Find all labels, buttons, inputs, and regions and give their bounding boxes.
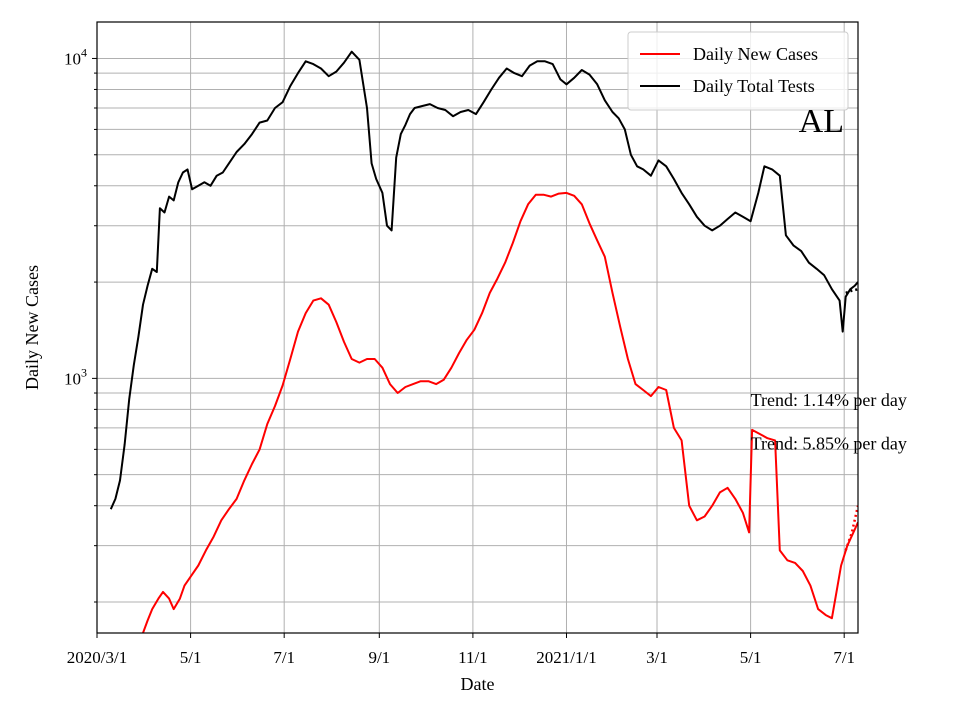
y-tick-base: 10 bbox=[64, 49, 81, 68]
y-tick-exponent: 4 bbox=[81, 45, 87, 59]
trend-annotation-1: Trend: 5.85% per day bbox=[751, 433, 907, 453]
x-tick-label-6: 3/1 bbox=[646, 648, 668, 667]
legend: Daily New Cases Daily Total Tests bbox=[627, 31, 849, 111]
x-tick-label-2: 7/1 bbox=[273, 648, 295, 667]
annotation-layer: Trend: 1.14% per day Trend: 5.85% per day bbox=[751, 390, 907, 453]
y-tick-exponent: 3 bbox=[81, 365, 87, 379]
x-tick-label-0: 2020/3/1 bbox=[67, 648, 127, 667]
x-tick-label-3: 9/1 bbox=[368, 648, 390, 667]
y-tick-label-1: 104 bbox=[64, 45, 87, 68]
x-tick-label-8: 7/1 bbox=[833, 648, 855, 667]
series-line-3 bbox=[845, 287, 858, 295]
y-axis-label: Daily New Cases bbox=[22, 265, 42, 390]
x-tick-label-1: 5/1 bbox=[180, 648, 202, 667]
y-tick-base: 10 bbox=[64, 369, 81, 388]
series-line-0 bbox=[142, 191, 858, 633]
trend-annotation-0: Trend: 1.14% per day bbox=[751, 390, 907, 410]
x-tick-label-4: 11/1 bbox=[458, 648, 488, 667]
series-line-2 bbox=[844, 505, 858, 551]
legend-box bbox=[627, 31, 849, 111]
grid-layer bbox=[96, 22, 858, 633]
x-axis-label: Date bbox=[461, 674, 495, 694]
legend-label-1: Daily Total Tests bbox=[693, 76, 815, 96]
x-tick-label-7: 5/1 bbox=[740, 648, 762, 667]
y-tick-label-0: 103 bbox=[64, 365, 87, 388]
plot-frame bbox=[96, 21, 859, 634]
x-tick-label-5: 2021/1/1 bbox=[536, 648, 596, 667]
x-axis-ticks: 2020/3/1 5/1 7/1 9/1 11/1 2021/1/1 3/1 5/1 7/1 bbox=[67, 633, 855, 667]
series-layer bbox=[109, 50, 858, 633]
state-label: AL bbox=[799, 103, 844, 140]
legend-label-0: Daily New Cases bbox=[693, 44, 818, 64]
series-line-1 bbox=[109, 50, 858, 510]
